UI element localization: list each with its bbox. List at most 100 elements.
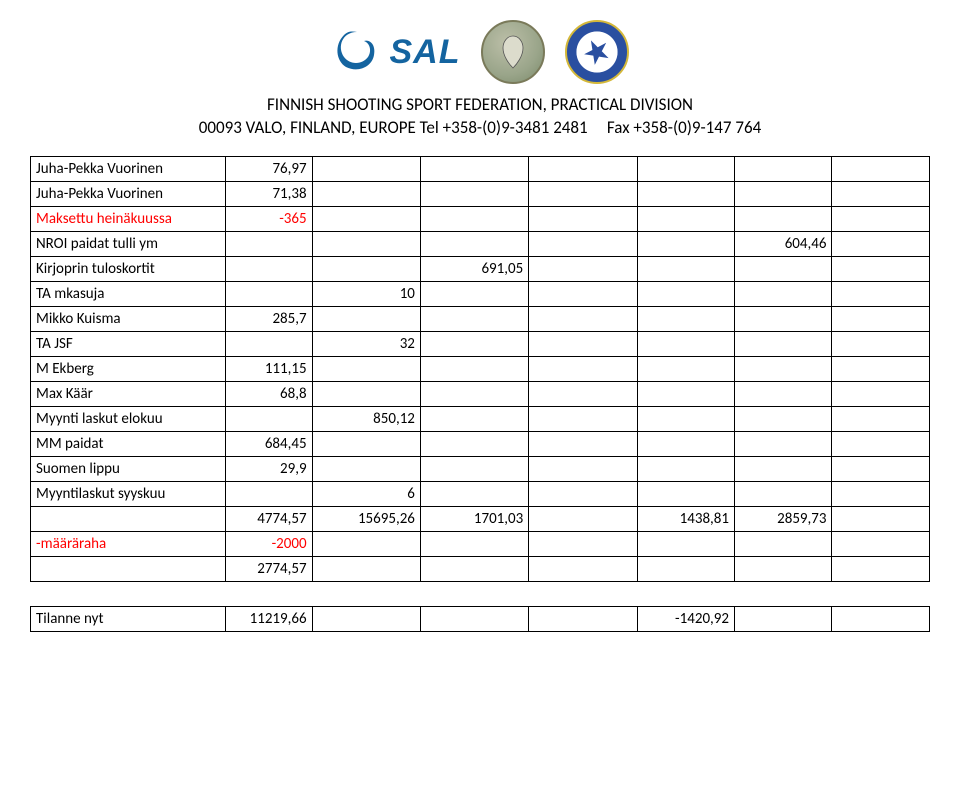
row-label: TA JSF (31, 332, 226, 357)
row-value (637, 532, 734, 557)
row-value (312, 232, 420, 257)
row-value (420, 607, 528, 632)
row-value (529, 382, 637, 407)
row-value (420, 307, 528, 332)
row-value (312, 307, 420, 332)
row-value: 4774,57 (225, 507, 312, 532)
row-label: TA mkasuja (31, 282, 226, 307)
row-value (832, 232, 930, 257)
ledger-table: Juha-Pekka Vuorinen76,97Juha-Pekka Vuori… (30, 156, 930, 632)
club-seal-icon (565, 20, 629, 84)
row-value: 285,7 (225, 307, 312, 332)
row-value: 850,12 (312, 407, 420, 432)
row-value (420, 432, 528, 457)
row-value (312, 457, 420, 482)
row-value (637, 432, 734, 457)
row-value (225, 257, 312, 282)
row-value (312, 607, 420, 632)
table-row: M Ekberg111,15 (31, 357, 930, 382)
table-row: Juha-Pekka Vuorinen71,38 (31, 182, 930, 207)
table-row: -määräraha-2000 (31, 532, 930, 557)
row-label: Max Käär (31, 382, 226, 407)
row-value (832, 332, 930, 357)
row-value (832, 157, 930, 182)
row-value (420, 207, 528, 232)
row-value: 6 (312, 482, 420, 507)
row-value (529, 157, 637, 182)
row-value (735, 182, 832, 207)
row-value (420, 282, 528, 307)
row-value (637, 157, 734, 182)
table-row: Tilanne nyt11219,66-1420,92 (31, 607, 930, 632)
row-value (832, 532, 930, 557)
row-value: 1701,03 (420, 507, 528, 532)
row-value (225, 332, 312, 357)
row-value (832, 457, 930, 482)
row-value: 1438,81 (637, 507, 734, 532)
row-value (832, 407, 930, 432)
row-value (637, 407, 734, 432)
row-value (225, 232, 312, 257)
row-value (832, 482, 930, 507)
row-value: 10 (312, 282, 420, 307)
row-label (31, 507, 226, 532)
row-value: 691,05 (420, 257, 528, 282)
row-label: Suomen lippu (31, 457, 226, 482)
row-value: 2859,73 (735, 507, 832, 532)
row-value: 11219,66 (225, 607, 312, 632)
table-row: 4774,5715695,261701,031438,812859,73 (31, 507, 930, 532)
row-value (735, 357, 832, 382)
row-value (735, 282, 832, 307)
sal-swirl-icon (332, 27, 382, 77)
row-label: Maksettu heinäkuussa (31, 207, 226, 232)
row-value (529, 532, 637, 557)
row-value (312, 382, 420, 407)
row-value (420, 232, 528, 257)
row-value (832, 382, 930, 407)
row-value (637, 282, 734, 307)
row-label: MM paidat (31, 432, 226, 457)
row-value (832, 257, 930, 282)
row-value (420, 157, 528, 182)
row-value (312, 357, 420, 382)
row-value (529, 207, 637, 232)
row-label: Myyntilaskut syyskuu (31, 482, 226, 507)
row-value (529, 357, 637, 382)
table-row: NROI paidat tulli ym604,46 (31, 232, 930, 257)
row-value (832, 307, 930, 332)
row-value (420, 557, 528, 582)
federation-contact: 00093 VALO, FINLAND, EUROPE Tel +358-(0)… (30, 117, 930, 138)
row-value: 32 (312, 332, 420, 357)
row-value (735, 557, 832, 582)
row-value (832, 607, 930, 632)
row-value (832, 507, 930, 532)
row-value (832, 357, 930, 382)
federation-title: FINNISH SHOOTING SPORT FEDERATION, PRACT… (30, 94, 930, 115)
row-value (420, 332, 528, 357)
row-value (312, 207, 420, 232)
row-value: 29,9 (225, 457, 312, 482)
row-value (529, 407, 637, 432)
row-value (529, 282, 637, 307)
row-value (420, 407, 528, 432)
row-label: Myynti laskut elokuu (31, 407, 226, 432)
row-value (225, 407, 312, 432)
table-row: Mikko Kuisma285,7 (31, 307, 930, 332)
row-value (637, 482, 734, 507)
row-value: 2774,57 (225, 557, 312, 582)
row-value (637, 182, 734, 207)
row-value (529, 432, 637, 457)
row-label (31, 557, 226, 582)
row-value (735, 407, 832, 432)
row-value (420, 382, 528, 407)
spacer-cell (225, 582, 312, 607)
row-value (312, 532, 420, 557)
row-value (529, 457, 637, 482)
row-label: Tilanne nyt (31, 607, 226, 632)
row-value (735, 432, 832, 457)
row-value (832, 282, 930, 307)
row-value (735, 332, 832, 357)
header-text: FINNISH SHOOTING SPORT FEDERATION, PRACT… (30, 94, 930, 138)
row-value (312, 557, 420, 582)
row-value: 604,46 (735, 232, 832, 257)
